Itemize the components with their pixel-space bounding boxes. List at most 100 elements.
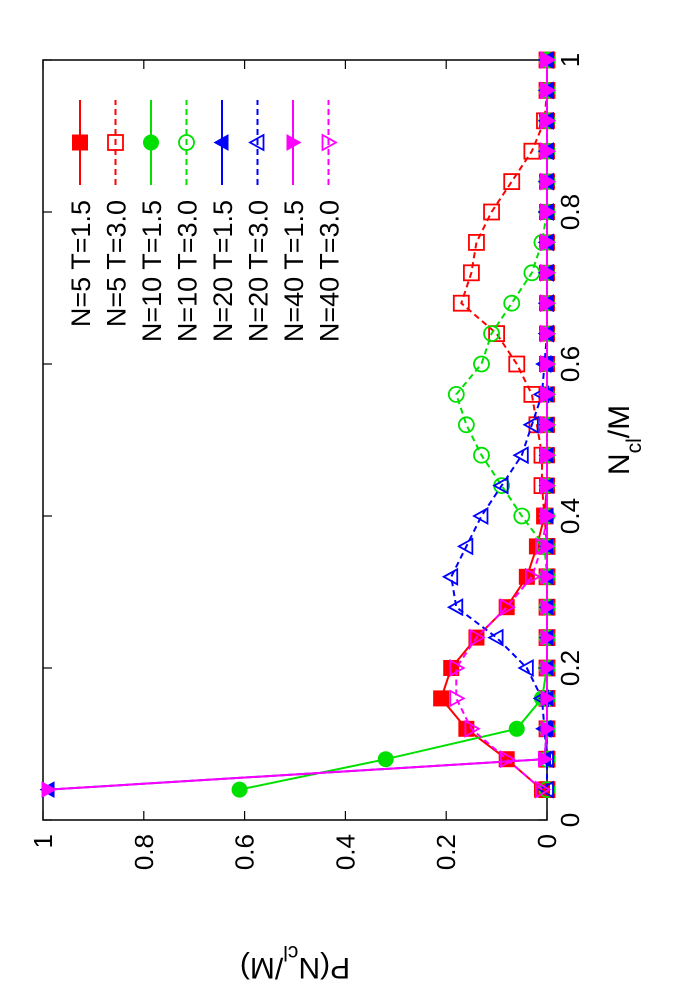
series-7 bbox=[41, 51, 556, 798]
series-line bbox=[47, 60, 548, 791]
data-point bbox=[540, 720, 556, 738]
data-point bbox=[446, 598, 464, 617]
plot-layer: 0 0.2 0.4 0.6 0.8 1 0 0.2 0.4 0.6 0.8 1 Ncl/M P(Ncl/M… bbox=[28, 50, 646, 985]
data-point bbox=[517, 658, 534, 678]
data-point bbox=[503, 294, 521, 312]
data-point bbox=[449, 658, 466, 678]
data-point bbox=[540, 598, 556, 616]
legend-marker bbox=[72, 134, 88, 151]
data-point bbox=[524, 567, 542, 586]
legend-marker bbox=[213, 134, 229, 151]
x-tick-label: 0.8 bbox=[555, 194, 585, 230]
data-point bbox=[487, 628, 504, 647]
data-point bbox=[512, 446, 529, 465]
series-3 bbox=[231, 52, 555, 798]
data-point bbox=[473, 355, 490, 373]
data-point bbox=[540, 172, 557, 191]
x-axis-title: Ncl/M bbox=[603, 405, 646, 475]
legend-label: N=20 T=3.0 bbox=[244, 200, 274, 342]
legend-label: N=10 T=3.0 bbox=[173, 200, 203, 342]
y-axis-title: P(Ncl/M) bbox=[240, 942, 350, 985]
series-line bbox=[239, 60, 548, 791]
series-5 bbox=[39, 51, 554, 798]
data-point bbox=[535, 780, 552, 799]
series-line bbox=[450, 60, 548, 790]
data-point bbox=[522, 415, 539, 434]
data-point bbox=[540, 659, 556, 677]
data-point bbox=[492, 476, 509, 495]
data-point bbox=[457, 537, 474, 556]
data-point bbox=[535, 537, 552, 556]
data-point bbox=[540, 446, 557, 465]
data-point bbox=[508, 355, 526, 373]
data-point bbox=[468, 234, 485, 251]
data-point bbox=[540, 476, 557, 495]
x-tick-label: 0 bbox=[555, 813, 585, 827]
data-point bbox=[518, 568, 535, 585]
y-tick-label: 0.8 bbox=[129, 834, 159, 870]
legend-marker bbox=[248, 133, 265, 152]
series-line bbox=[455, 60, 548, 791]
data-point bbox=[447, 386, 465, 403]
data-point bbox=[537, 780, 554, 799]
data-point bbox=[441, 567, 459, 586]
legend-label: N=40 T=3.0 bbox=[315, 200, 345, 342]
data-point bbox=[433, 690, 450, 707]
data-point bbox=[540, 263, 557, 282]
data-point bbox=[503, 173, 521, 190]
data-point bbox=[540, 50, 557, 70]
data-point bbox=[452, 294, 470, 312]
legend-marker bbox=[107, 134, 124, 151]
data-point bbox=[540, 385, 557, 404]
plot-frame bbox=[42, 59, 548, 821]
legend-label: N=40 T=1.5 bbox=[279, 200, 309, 342]
y-tick-label: 0.2 bbox=[431, 834, 461, 870]
data-point bbox=[483, 203, 500, 221]
x-tick-label: 0.6 bbox=[555, 346, 585, 382]
data-point bbox=[540, 233, 557, 252]
data-point bbox=[540, 415, 557, 434]
data-point bbox=[540, 354, 557, 374]
data-point bbox=[537, 750, 554, 768]
data-point bbox=[449, 689, 466, 708]
data-point bbox=[513, 507, 531, 525]
series-8 bbox=[449, 50, 557, 799]
data-point bbox=[483, 325, 500, 342]
data-point bbox=[508, 720, 525, 737]
y-tick-label: 0 bbox=[532, 834, 562, 848]
data-point bbox=[231, 781, 248, 798]
data-point bbox=[462, 264, 480, 282]
data-point bbox=[499, 750, 517, 769]
data-point bbox=[499, 598, 517, 617]
legend-marker bbox=[321, 133, 338, 152]
data-point bbox=[540, 294, 557, 313]
y-tick-label: 0.4 bbox=[330, 834, 360, 870]
y-tick-label: 1 bbox=[28, 834, 58, 848]
x-tick-label: 0.2 bbox=[555, 650, 585, 686]
data-point bbox=[464, 719, 481, 738]
data-point bbox=[540, 506, 557, 526]
data-point bbox=[540, 629, 556, 646]
data-point bbox=[540, 142, 557, 161]
series-line bbox=[47, 60, 548, 791]
data-point bbox=[469, 628, 486, 647]
x-tick-label: 0.4 bbox=[555, 498, 585, 534]
data-point bbox=[473, 446, 490, 464]
data-point bbox=[540, 202, 557, 222]
data-point bbox=[472, 506, 489, 526]
legend-label: N=5 T=1.5 bbox=[66, 200, 96, 327]
data-point bbox=[540, 81, 557, 100]
legend-label: N=5 T=3.0 bbox=[102, 200, 132, 327]
data-point bbox=[540, 690, 556, 707]
legend-label: N=20 T=1.5 bbox=[208, 200, 238, 342]
x-tick-label: 1 bbox=[555, 53, 585, 67]
data-point bbox=[377, 751, 394, 768]
data-point bbox=[540, 111, 557, 130]
legend-label: N=10 T=1.5 bbox=[137, 200, 167, 342]
legend-marker bbox=[143, 134, 159, 151]
legend-marker bbox=[286, 134, 302, 151]
legend-marker bbox=[178, 134, 195, 151]
y-tick-label: 0.6 bbox=[230, 834, 260, 870]
legend: N=5 T=1.5 N=5 T=3.0 N=10 T=1.5 N=10 T=3.0 N=… bbox=[66, 100, 345, 342]
